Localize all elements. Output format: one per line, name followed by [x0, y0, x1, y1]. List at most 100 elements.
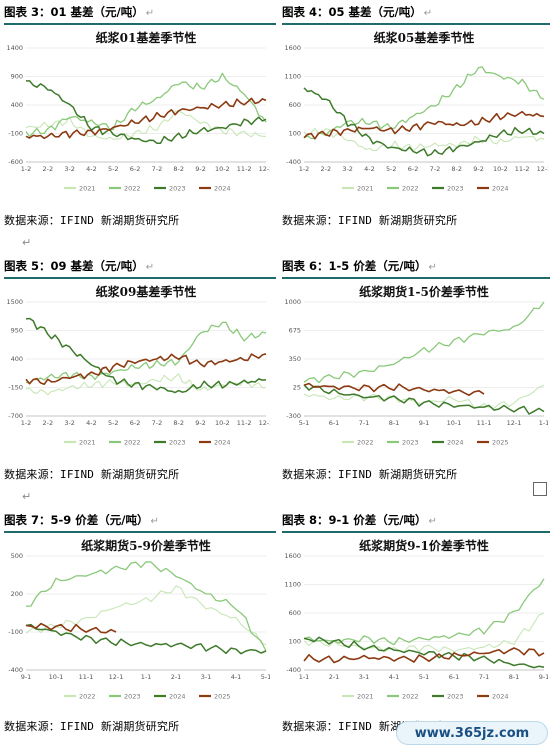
y-tick-label: -150 [8, 384, 23, 392]
x-tick-label: 7-1 [359, 419, 370, 427]
series-line-2023 [303, 87, 545, 157]
series-line-2022 [303, 66, 545, 140]
series-line-2024 [25, 353, 267, 386]
x-tick-label: 9-2 [195, 165, 206, 173]
panel-title: 图表 3：01 基差（元/吨） ↵ [4, 5, 155, 19]
x-tick-label: 4-2 [86, 165, 97, 173]
x-tick-label: 11-2 [515, 165, 530, 173]
x-tick-label: 5-2 [108, 419, 119, 427]
chart-title: 纸浆期货5-9价差季节性 [81, 538, 211, 553]
panel-title: 图表 6：1-5 价差（元/吨） ↵ [282, 259, 437, 273]
series-line-2022 [25, 321, 267, 384]
y-tick-label: -400 [286, 666, 301, 674]
x-tick-label: 6-2 [130, 165, 141, 173]
legend-label: 2023 [402, 439, 419, 447]
legend-label: 2024 [492, 185, 509, 193]
paragraph-mark: ↵ [22, 236, 32, 249]
series-line-2023 [25, 317, 267, 394]
x-tick-label: 10-1 [447, 419, 462, 427]
x-tick-label: 1-2 [21, 165, 32, 173]
chart-title: 纸浆09基差季节性 [96, 284, 197, 299]
title-divider [4, 277, 276, 279]
y-tick-label: 1500 [6, 298, 23, 306]
legend-label: 2022 [124, 439, 141, 447]
chart-title: 纸浆01基差季节性 [96, 30, 197, 45]
panel-title: 图表 8：9-1 价差（元/吨） ↵ [282, 513, 437, 527]
legend-label: 2023 [447, 693, 464, 701]
return-mark-icon: ↵ [428, 516, 437, 527]
x-tick-label: 5-1 [299, 419, 310, 427]
x-tick-label: 10-2 [215, 165, 230, 173]
x-tick-label: 12-1 [507, 419, 522, 427]
y-tick-label: 950 [11, 327, 23, 335]
x-tick-label: 8-2 [451, 165, 462, 173]
y-tick-label: -600 [8, 158, 23, 166]
x-tick-label: 3-2 [342, 165, 353, 173]
x-tick-label: 3-2 [64, 419, 75, 427]
x-tick-label: 1-1 [141, 673, 152, 681]
series-line-2021 [303, 127, 545, 152]
panel-fig5: 图表 5：09 基差（元/吨） ↵ 纸浆09基差季节性 1500 950 400 -150… [4, 258, 276, 488]
x-tick-label: 2-2 [43, 165, 54, 173]
source-note: 数据来源：IFIND 新湖期货研究所 [4, 214, 180, 227]
x-tick-label: 2-1 [329, 673, 340, 681]
source-note: 数据来源：IFIND 新湖期货研究所 [282, 214, 458, 227]
x-tick-label: 12-2 [259, 419, 270, 427]
x-tick-label: 11-1 [477, 419, 492, 427]
legend-label: 2023 [169, 185, 186, 193]
legend-label: 2021 [357, 693, 374, 701]
x-tick-label: 8-2 [173, 419, 184, 427]
series-line-2024 [303, 110, 545, 140]
chart-title: 纸浆期货1-5价差季节性 [359, 284, 489, 299]
panel-title: 图表 5：09 基差（元/吨） ↵ [4, 259, 155, 273]
x-tick-label: 1-1 [299, 673, 310, 681]
panel-title: 图表 7：5-9 价差（元/吨） ↵ [4, 513, 159, 527]
x-tick-label: 12-1 [109, 673, 124, 681]
legend-label: 2023 [447, 185, 464, 193]
series-line-2023 [25, 561, 267, 652]
legend-label: 2025 [214, 693, 231, 701]
y-tick-label: -700 [8, 412, 23, 420]
x-tick-label: 5-1 [419, 673, 430, 681]
panel-fig4: 图表 4：05 基差（元/吨） ↵ 纸浆05基差季节性 1600 1100 600 100… [282, 4, 550, 244]
x-tick-label: 4-2 [86, 419, 97, 427]
title-divider [282, 277, 550, 279]
x-tick-label: 6-1 [449, 673, 460, 681]
x-tick-label: 7-1 [479, 673, 490, 681]
y-tick-label: 1400 [6, 44, 23, 52]
y-tick-label: 1000 [284, 298, 301, 306]
source-note: 数据来源：IFIND 新湖期货研究所 [4, 468, 180, 481]
x-tick-label: 6-2 [408, 165, 419, 173]
x-tick-label: 2-2 [321, 165, 332, 173]
x-tick-label: 6-1 [329, 419, 340, 427]
panel-fig8: 图表 8：9-1 价差（元/吨） ↵ 纸浆期货9-1价差季节性 1600 1100 60… [282, 512, 550, 742]
x-tick-label: 5-1 [261, 673, 270, 681]
series-line-2024 [25, 97, 267, 140]
series-line-2023 [303, 636, 545, 669]
x-tick-label: 2-2 [43, 419, 54, 427]
legend-label: 2023 [169, 439, 186, 447]
panel-fig3: 图表 3：01 基差（元/吨） ↵ 纸浆01基差季节性 1400 900 400 -100… [4, 4, 276, 244]
x-tick-label: 9-2 [473, 165, 484, 173]
legend-label: 2022 [402, 185, 419, 193]
x-tick-label: 7-2 [430, 165, 441, 173]
x-tick-label: 2-1 [171, 673, 182, 681]
y-tick-label: -100 [8, 628, 23, 636]
y-tick-label: 1100 [284, 73, 301, 81]
x-tick-label: 11-2 [237, 165, 252, 173]
return-mark-icon: ↵ [423, 8, 433, 19]
return-mark-icon: ↵ [150, 516, 159, 527]
series-line-2025 [303, 382, 485, 396]
series-line-2021 [303, 612, 545, 653]
series-line-2024 [25, 623, 267, 655]
series-line-2021 [25, 110, 266, 140]
layout-checkbox[interactable] [533, 482, 547, 496]
x-tick-label: 1-1 [539, 419, 548, 427]
series-line-2023 [26, 80, 267, 145]
y-tick-label: 400 [11, 101, 23, 109]
